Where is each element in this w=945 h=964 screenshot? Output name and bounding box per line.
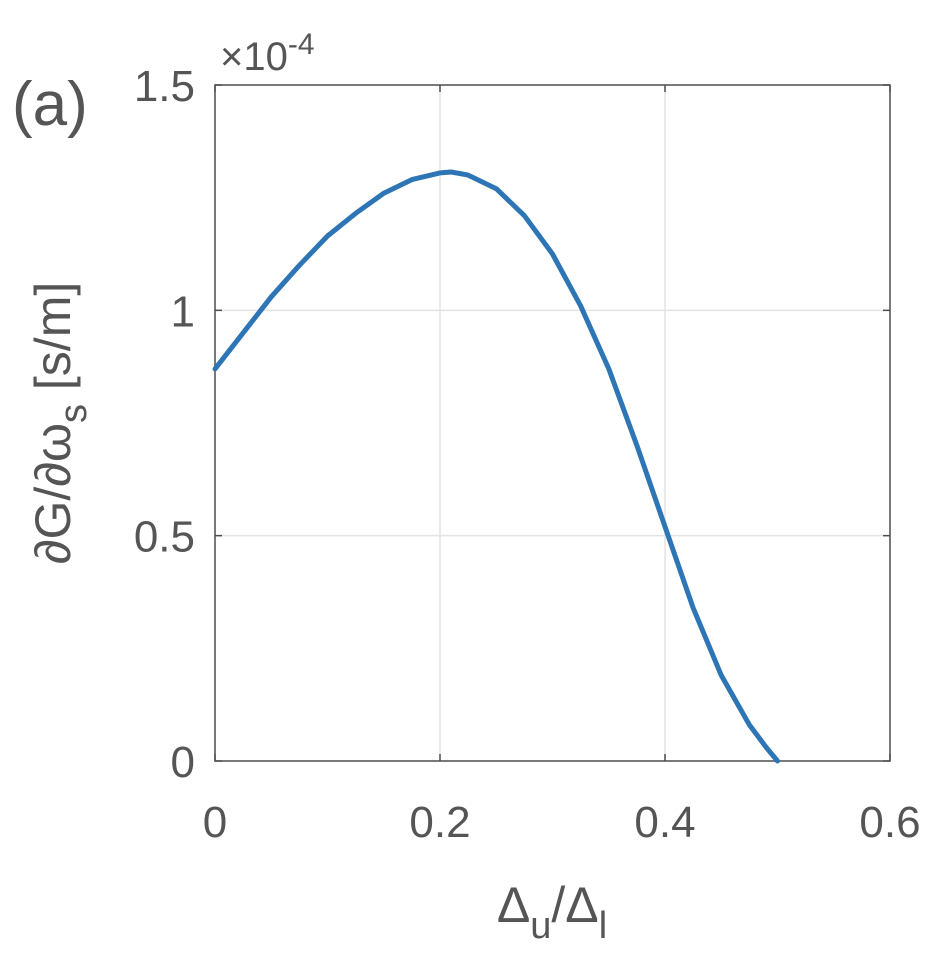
y-tick-label: 1 <box>171 287 195 336</box>
y-tick-label: 1.5 <box>134 62 195 111</box>
x-label-sub-l: l <box>599 905 607 947</box>
x-label-sub-u: u <box>530 905 551 947</box>
y-multiplier-base: ×10 <box>220 35 288 79</box>
grid <box>215 85 890 761</box>
x-tick-labels: 0 0.2 0.4 0.6 <box>203 798 921 847</box>
y-tick-labels: 0 0.5 1 1.5 <box>134 62 195 787</box>
x-label-slash: / <box>551 877 565 933</box>
y-axis-label: ∂G/∂ωs [s/m] <box>25 282 95 564</box>
y-tick-label: 0.5 <box>134 513 195 562</box>
x-axis-label: Δu/Δl <box>497 877 607 947</box>
series-line <box>212 169 780 764</box>
x-label-delta-2: Δ <box>565 877 598 933</box>
x-tick-label: 0 <box>203 798 227 847</box>
y-label-sub: s <box>53 404 95 423</box>
y-label-unit: [s/m] <box>25 282 81 404</box>
panel-label: (a) <box>12 70 88 139</box>
y-multiplier-exponent: -4 <box>288 28 315 61</box>
y-tick-label: 0 <box>171 738 195 787</box>
axis-ticks <box>214 84 891 762</box>
y-label-main: ∂G/∂ω <box>25 423 81 564</box>
plot-frame <box>214 84 891 762</box>
y-multiplier: ×10-4 <box>220 28 315 79</box>
x-tick-label: 0.2 <box>409 798 470 847</box>
x-tick-label: 0.6 <box>859 798 920 847</box>
x-label-delta-1: Δ <box>497 877 530 933</box>
x-tick-label: 0.4 <box>634 798 695 847</box>
